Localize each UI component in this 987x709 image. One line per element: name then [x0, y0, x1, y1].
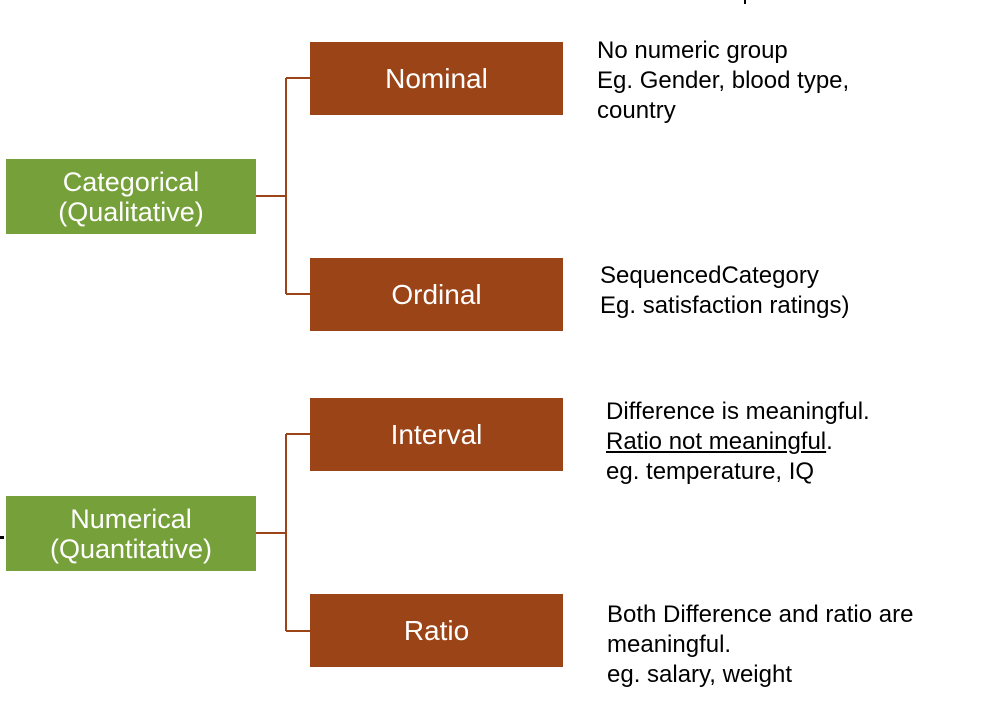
interval-node: Interval — [310, 398, 563, 471]
numerical-label-line1: Numerical — [70, 503, 192, 534]
edge-mark — [0, 536, 4, 539]
ratio-label: Ratio — [403, 614, 470, 646]
nominal-label: Nominal — [385, 62, 488, 94]
numerical-label-line2: (Quantitative) — [49, 533, 213, 564]
numerical-node: Numerical (Quantitative) — [6, 496, 256, 571]
interval-desc-underlined: Ratio not meaningful — [606, 428, 827, 455]
nominal-desc-line1: No numeric group — [597, 37, 788, 64]
interval-desc-line3: eg. temperature, IQ — [606, 458, 815, 485]
interval-desc-suffix: . — [826, 428, 833, 455]
ordinal-node: Ordinal — [310, 258, 563, 331]
categorical-node: Categorical (Qualitative) — [6, 159, 256, 234]
nominal-desc-line2: Eg. Gender, blood type, — [597, 67, 850, 94]
nominal-description: No numeric group Eg. Gender, blood type,… — [597, 36, 849, 126]
ordinal-label: Ordinal — [391, 278, 482, 310]
categorical-label-line1: Categorical — [62, 166, 200, 197]
ratio-desc-line3: eg. salary, weight — [607, 661, 792, 688]
ordinal-desc-line2: Eg. satisfaction ratings) — [600, 292, 850, 319]
ordinal-description: SequencedCategory Eg. satisfaction ratin… — [600, 261, 849, 321]
nominal-desc-line3: country — [597, 97, 676, 124]
interval-description: Difference is meaningful. Ratio not mean… — [606, 397, 870, 487]
interval-label: Interval — [390, 418, 483, 450]
interval-desc-line2: Ratio not meaningful. — [606, 427, 870, 457]
ratio-node: Ratio — [310, 594, 563, 667]
categorical-label-line2: (Qualitative) — [58, 196, 204, 227]
ratio-desc-line2: meaningful. — [607, 631, 732, 658]
ordinal-desc-line1: SequencedCategory — [600, 262, 819, 289]
interval-desc-line1: Difference is meaningful. — [606, 398, 870, 425]
ratio-description: Both Difference and ratio are meaningful… — [607, 600, 913, 690]
nominal-node: Nominal — [310, 42, 563, 115]
ratio-desc-line1: Both Difference and ratio are — [607, 601, 914, 628]
